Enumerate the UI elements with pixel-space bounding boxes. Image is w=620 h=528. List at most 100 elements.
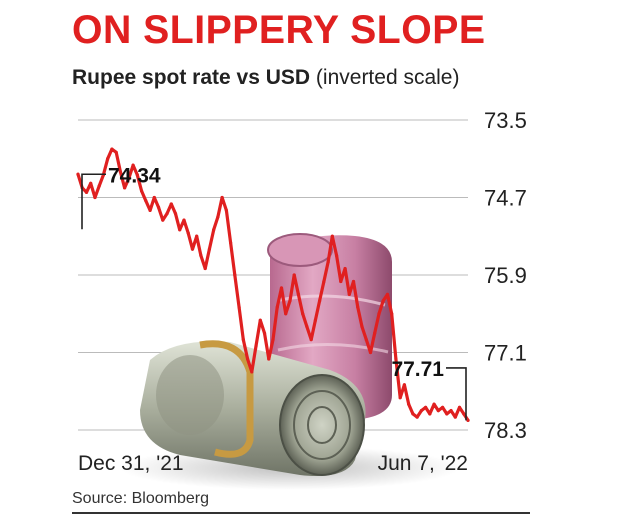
data-point (318, 299, 322, 303)
chart-title: ON SLIPPERY SLOPE (72, 8, 486, 52)
data-point (207, 247, 212, 251)
data-point (432, 402, 436, 406)
money-rolls-illustration (120, 233, 460, 490)
chart-subtitle: Rupee spot rate vs USD (inverted scale) (72, 66, 459, 90)
data-point (462, 412, 466, 416)
source-note: Source: Bloomberg (72, 490, 209, 507)
annotation-end-leader (446, 367, 467, 421)
data-point (360, 325, 364, 329)
data-point (233, 273, 237, 277)
data-point (385, 292, 390, 296)
x-tick-label-1: Jun 7, '22 (378, 452, 468, 475)
data-point (237, 305, 241, 309)
data-point (241, 337, 245, 342)
data-point (97, 184, 101, 188)
data-point (84, 190, 89, 194)
y-tick-label-3: 77.1 (484, 341, 527, 366)
data-point (407, 402, 411, 406)
subtitle-main: Rupee spot rate vs USD (72, 66, 311, 89)
data-point (440, 405, 445, 409)
data-point (165, 212, 169, 216)
data-point (296, 292, 301, 296)
data-point (356, 305, 360, 309)
data-point (212, 228, 216, 232)
data-point (428, 412, 432, 416)
data-point (466, 418, 470, 422)
data-point (457, 405, 462, 409)
data-point (173, 212, 178, 216)
data-point (152, 195, 156, 200)
data-point (216, 215, 220, 219)
data-point (224, 208, 228, 213)
data-point (415, 415, 419, 419)
data-point (381, 299, 385, 303)
y-tick-label-1: 74.7 (484, 186, 527, 211)
data-point (305, 325, 309, 329)
data-point (161, 218, 165, 222)
data-point (275, 305, 279, 309)
data-point (118, 170, 122, 174)
y-tick-label-0: 73.5 (484, 108, 527, 133)
data-point (262, 331, 267, 335)
data-point (313, 318, 317, 322)
data-point (424, 405, 428, 409)
data-point (445, 412, 449, 416)
data-point (76, 172, 80, 176)
data-point (301, 312, 305, 316)
data-point (199, 254, 203, 258)
data-point (250, 370, 254, 374)
data-point (347, 292, 351, 296)
data-point (326, 260, 330, 264)
data-point (106, 157, 110, 161)
data-point (402, 383, 407, 387)
y-tick-label-4: 78.3 (484, 418, 527, 443)
data-point (309, 337, 313, 342)
data-point (279, 286, 284, 290)
data-point (148, 208, 152, 213)
data-point (343, 266, 347, 271)
data-point (419, 409, 423, 413)
data-point (131, 163, 135, 167)
data-point (220, 195, 224, 200)
data-point (110, 147, 114, 151)
data-point (245, 357, 250, 361)
data-point (182, 218, 186, 222)
data-point (334, 254, 339, 258)
data-point (203, 266, 207, 271)
data-point (377, 312, 381, 316)
data-point (284, 312, 288, 316)
y-ticks: 73.5 74.7 75.9 77.1 78.3 (484, 108, 527, 443)
series-points (76, 147, 470, 422)
data-point (368, 350, 373, 355)
data-point (114, 150, 118, 154)
data-point (449, 409, 453, 413)
data-point (398, 396, 402, 400)
data-point (394, 357, 398, 361)
x-tick-label-0: Dec 31, '21 (78, 452, 184, 475)
data-point (135, 173, 139, 177)
subtitle-note: (inverted scale) (315, 66, 460, 89)
data-point (411, 412, 415, 416)
y-tick-label-2: 75.9 (484, 263, 527, 288)
data-point (229, 241, 233, 245)
data-point (127, 176, 131, 180)
data-point (178, 228, 182, 232)
data-point (322, 279, 326, 284)
annotation-start-label: 74.34 (108, 164, 161, 187)
data-point (453, 415, 457, 419)
data-point (195, 234, 199, 238)
data-point (190, 247, 195, 251)
data-point (390, 312, 394, 316)
x-labels: Dec 31, '21 Jun 7, '22 (78, 452, 468, 475)
data-point (89, 181, 93, 185)
annotations: 74.34 77.71 (81, 164, 467, 421)
data-point (288, 299, 292, 303)
data-point (339, 279, 343, 284)
data-point (123, 186, 127, 190)
data-point (271, 337, 275, 342)
data-point (139, 189, 144, 193)
data-point (254, 344, 258, 348)
data-point (186, 231, 190, 235)
data-point (373, 331, 377, 335)
data-point (144, 199, 148, 203)
